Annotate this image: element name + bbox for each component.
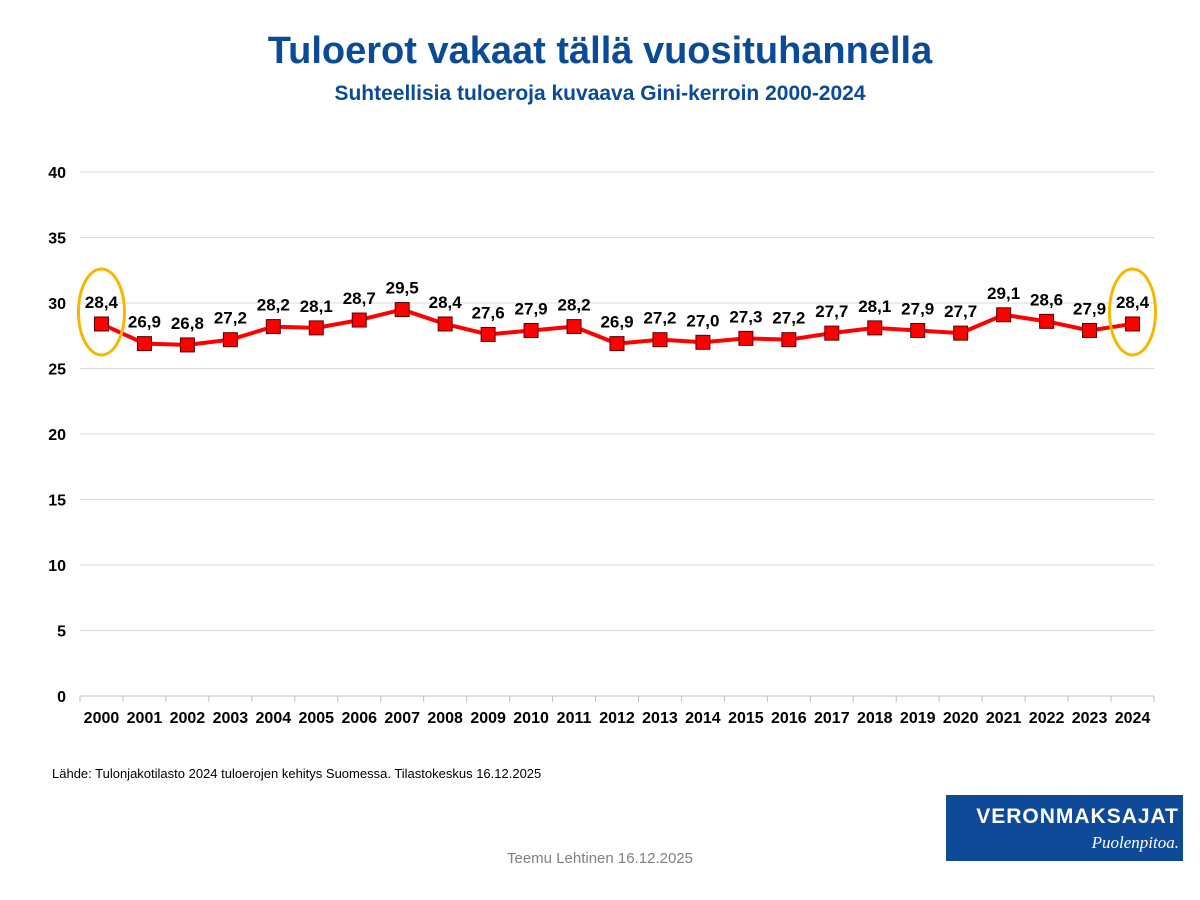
data-label: 26,9 — [600, 313, 633, 332]
x-tick-label: 2003 — [213, 710, 249, 727]
data-label: 27,2 — [214, 309, 247, 328]
veronmaksajat-logo: VERONMAKSAJAT Puolenpitoa. — [946, 795, 1183, 861]
data-point-marker — [1125, 316, 1141, 332]
x-tick-label: 2007 — [384, 710, 420, 727]
data-point-marker — [824, 325, 840, 341]
y-tick-label: 0 — [57, 689, 66, 706]
data-point-marker — [136, 336, 152, 352]
data-label: 28,7 — [343, 289, 376, 308]
y-tick-label: 25 — [48, 362, 66, 379]
x-tick-label: 2013 — [642, 710, 678, 727]
line-chart: 0 5 10 15 20 25 30 35 40 2000 2001 2002 2003 2004 2005… — [48, 165, 1158, 727]
data-label: 27,2 — [643, 309, 676, 328]
data-point-marker — [910, 323, 926, 339]
data-label: 28,1 — [300, 297, 333, 316]
data-point-marker — [609, 336, 625, 352]
highlight-ellipse — [76, 267, 126, 357]
data-label: 28,4 — [429, 293, 463, 312]
data-label: 27,9 — [901, 300, 934, 319]
data-point-marker — [1039, 313, 1055, 329]
x-tick-label: 2005 — [298, 710, 334, 727]
data-label: 28,6 — [1030, 290, 1063, 309]
data-label: 29,5 — [386, 279, 419, 298]
data-label: 28,4 — [85, 293, 119, 312]
data-point-marker — [179, 337, 195, 353]
data-label: 27,7 — [815, 302, 848, 321]
source-note: Lähde: Tulonjakotilasto 2024 tuloerojen … — [52, 766, 542, 781]
data-point-marker — [953, 325, 969, 341]
data-label: 27,9 — [1073, 300, 1106, 319]
data-point-marker — [867, 320, 883, 336]
highlight-ellipse — [1108, 267, 1158, 357]
x-tick-label: 2006 — [341, 710, 377, 727]
data-point-marker — [480, 326, 496, 342]
data-label: 28,4 — [1116, 293, 1150, 312]
data-label: 26,9 — [128, 313, 161, 332]
data-point-marker — [996, 307, 1012, 323]
data-point-marker — [781, 332, 797, 348]
data-point-marker — [308, 320, 324, 336]
y-tick-label: 15 — [48, 493, 66, 510]
data-point-marker — [652, 332, 668, 348]
x-tick-label: 2024 — [1115, 710, 1151, 727]
x-tick-label: 2015 — [728, 710, 764, 727]
y-tick-label: 30 — [48, 296, 66, 313]
data-point-marker — [222, 332, 238, 348]
y-tick-label: 20 — [48, 427, 66, 444]
x-tick-label: 2021 — [986, 710, 1022, 727]
y-tick-label: 10 — [48, 558, 66, 575]
y-tick-label: 40 — [48, 165, 66, 182]
x-tick-label: 2009 — [470, 710, 506, 727]
data-label: 27,7 — [944, 302, 977, 321]
logo-name: VERONMAKSAJAT — [976, 805, 1179, 828]
data-point-marker — [1082, 323, 1098, 339]
data-point-marker — [394, 302, 410, 318]
chart-subtitle: Suhteellisia tuloeroja kuvaava Gini-kerr… — [334, 82, 866, 105]
x-tick-label: 2012 — [599, 710, 635, 727]
data-label: 27,0 — [686, 311, 719, 330]
x-tick-label: 2014 — [685, 710, 721, 727]
chart-title: Tuloerot vakaat tällä vuosituhannella — [267, 30, 933, 72]
x-tick-label: 2011 — [557, 710, 592, 727]
data-label: 28,2 — [557, 296, 590, 315]
x-tick-label: 2000 — [84, 710, 120, 727]
x-tick-label: 2018 — [857, 710, 893, 727]
data-label: 26,8 — [171, 314, 204, 333]
data-point-marker — [265, 319, 281, 335]
data-label: 27,9 — [515, 300, 548, 319]
x-tick-label: 2002 — [170, 710, 206, 727]
data-point-marker — [738, 330, 754, 346]
data-label: 29,1 — [987, 284, 1020, 303]
data-point-marker — [566, 319, 582, 335]
x-tick-label: 2022 — [1029, 710, 1065, 727]
x-tick-label: 2008 — [427, 710, 463, 727]
data-point-marker — [351, 312, 367, 328]
data-point-marker — [93, 316, 109, 332]
x-tick-label: 2017 — [814, 710, 850, 727]
data-point-marker — [523, 323, 539, 339]
logo-slogan: Puolenpitoa. — [1091, 833, 1179, 852]
data-point-marker — [695, 334, 711, 350]
data-label: 27,6 — [472, 303, 505, 322]
x-tick-label: 2020 — [943, 710, 979, 727]
footer-author-date: Teemu Lehtinen 16.12.2025 — [507, 850, 693, 867]
y-tick-label: 5 — [57, 624, 66, 641]
data-point-marker — [437, 316, 453, 332]
x-tick-label: 2016 — [771, 710, 807, 727]
x-tick-label: 2001 — [127, 710, 163, 727]
data-label: 27,2 — [772, 309, 805, 328]
x-tick-label: 2004 — [256, 710, 292, 727]
x-tick-label: 2010 — [513, 710, 549, 727]
x-tick-label: 2023 — [1072, 710, 1108, 727]
x-tick-label: 2019 — [900, 710, 936, 727]
data-label: 28,1 — [858, 297, 891, 316]
data-label: 28,2 — [257, 296, 290, 315]
y-tick-label: 35 — [48, 231, 66, 248]
data-label: 27,3 — [729, 307, 762, 326]
